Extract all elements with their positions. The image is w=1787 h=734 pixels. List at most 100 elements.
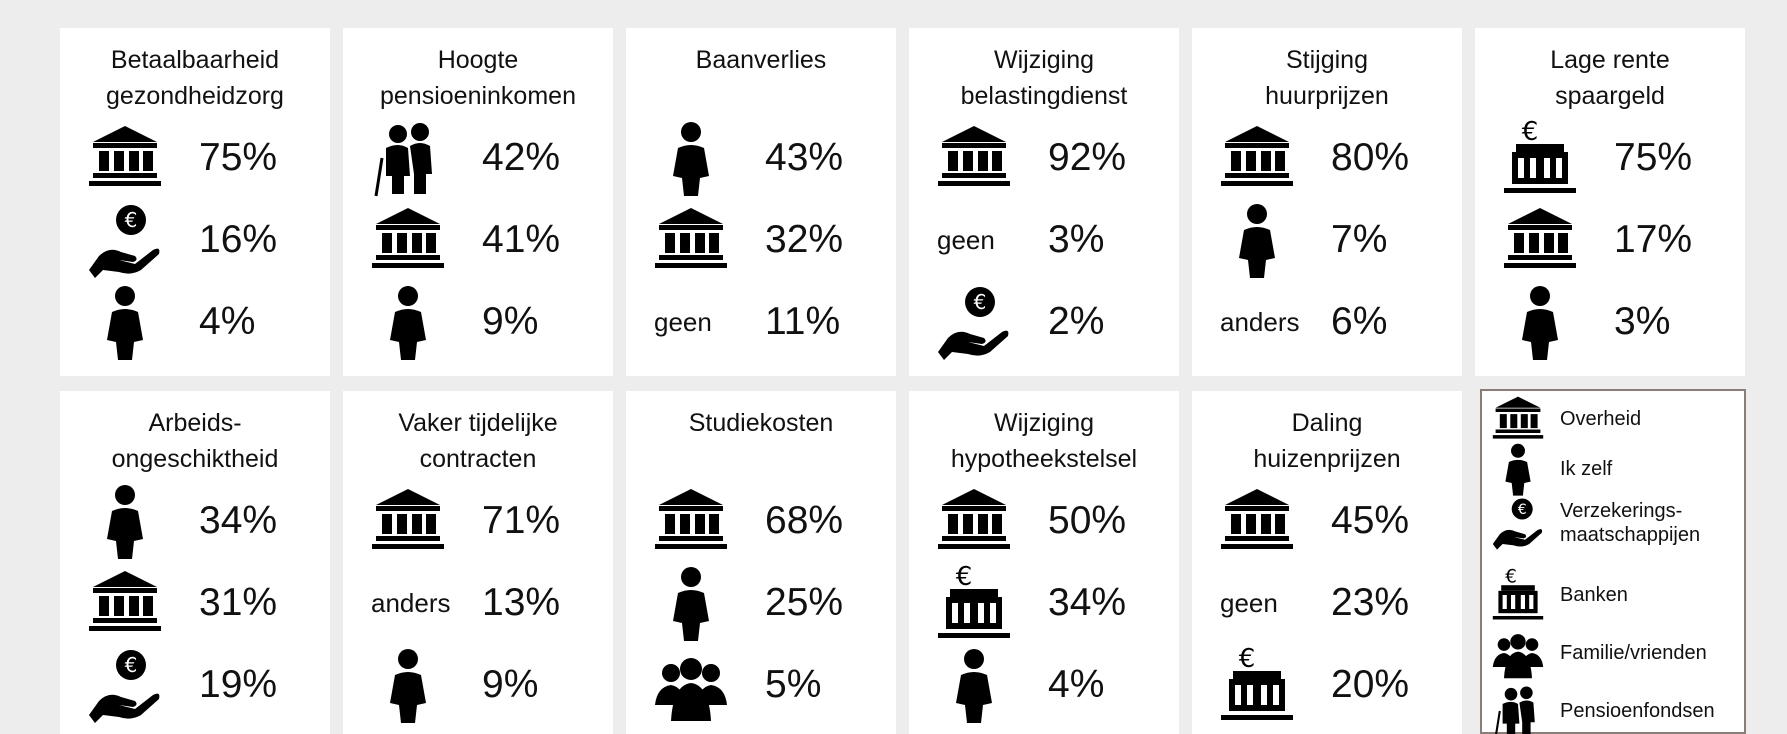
icon — [85, 118, 165, 198]
row-value: 17% — [1614, 218, 1693, 261]
row-value: 34% — [1048, 581, 1127, 624]
row-value: 3% — [1048, 218, 1105, 261]
row-value: 9% — [482, 663, 539, 706]
title-line: Studiekosten — [688, 409, 834, 437]
tile: Baanverlies 43% 32% geen 11% — [626, 28, 896, 376]
tile-title: Stijging huurprijzen — [1192, 42, 1462, 114]
tile-title: Arbeids-ongeschiktheid — [60, 405, 330, 477]
tile-row: geen 3% — [909, 200, 1179, 280]
tile: Wijziging hypotheekstelsel 50% 34% 4% — [909, 391, 1179, 734]
row-label: geen — [654, 307, 712, 337]
legend-label: Ik zelf — [1560, 441, 1612, 497]
icon-shape — [1493, 634, 1543, 678]
row-value: 23% — [1331, 581, 1410, 624]
icon-shape — [89, 205, 159, 278]
icon — [934, 282, 1014, 362]
row-label: geen — [937, 225, 995, 255]
legend-label: Pensioenfondsen — [1560, 683, 1715, 734]
legend-item: Verzekerings-maatschappijen — [1482, 495, 1744, 551]
legend-label-line: Verzekerings- — [1560, 500, 1683, 522]
tile: Daling huizenprijzen 45% geen 23% 20% — [1192, 391, 1462, 734]
tile-row: 34% — [909, 563, 1179, 643]
icon-shape — [1493, 397, 1543, 439]
legend-label-line: Ik zelf — [1560, 458, 1613, 480]
tile-row: anders 6% — [1192, 282, 1462, 362]
legend-label-line: Familie/vrienden — [1560, 642, 1707, 664]
icon — [85, 481, 165, 561]
tile-row: 17% — [1475, 200, 1745, 280]
title-line: huizenprijzen — [1253, 445, 1401, 473]
title-line: spaargeld — [1555, 82, 1665, 110]
icon-shape — [655, 658, 727, 721]
tile: Studiekosten 68% 25% 5% — [626, 391, 896, 734]
tile: Stijging huurprijzen 80% 7% anders 6% — [1192, 28, 1462, 376]
icon-shape — [938, 563, 1010, 638]
tile-title: Betaalbaarheid gezondheidzorg — [60, 42, 330, 114]
icon — [1217, 481, 1297, 561]
row-label: anders — [1220, 307, 1300, 337]
tile: Lage rente spaargeld 75% 17% 3% — [1475, 28, 1745, 376]
icon — [368, 645, 448, 725]
row-value: 68% — [765, 499, 844, 542]
icon — [651, 645, 731, 725]
row-value: 4% — [199, 300, 256, 343]
icon-shape — [673, 567, 709, 641]
icon-shape — [1221, 645, 1293, 720]
tile: Betaalbaarheid gezondheidzorg 75% 16% 4% — [60, 28, 330, 376]
icon-shape — [89, 650, 159, 723]
tile-row: 92% — [909, 118, 1179, 198]
row-value: 50% — [1048, 499, 1127, 542]
legend-label-line: Pensioenfondsen — [1560, 700, 1715, 722]
icon-shape — [390, 649, 426, 723]
tile-row: 19% — [60, 645, 330, 725]
icon — [1490, 391, 1546, 447]
tile-title: Wijziging hypotheekstelsel — [909, 405, 1179, 477]
row-value: 2% — [1048, 300, 1105, 343]
row-value: 32% — [765, 218, 844, 261]
row-value: 13% — [482, 581, 561, 624]
tile-title: Studiekosten — [626, 405, 896, 441]
icon-shape — [673, 122, 709, 196]
icon — [651, 118, 731, 198]
icon — [85, 563, 165, 643]
icon-shape — [938, 287, 1008, 360]
icon-shape — [655, 208, 727, 268]
legend: Overheid Ik zelf Verzekerings-maatschappij… — [1480, 389, 1746, 734]
title-line: pensioeninkomen — [380, 82, 576, 110]
tile-row: 71% — [343, 481, 613, 561]
row-value: 34% — [199, 499, 278, 542]
icon — [85, 200, 165, 280]
tile-row: 4% — [60, 282, 330, 362]
icon-shape — [1496, 687, 1535, 734]
title-line: Wijziging — [993, 409, 1095, 437]
row-value: 7% — [1331, 218, 1388, 261]
row-value: 16% — [199, 218, 278, 261]
tile-row: 42% — [343, 118, 613, 198]
title-line: ongeschiktheid — [111, 445, 279, 473]
legend-label: Overheid — [1560, 391, 1641, 447]
tile: Wijziging belastingdienst 92% geen 3% 2% — [909, 28, 1179, 376]
icon — [1217, 645, 1297, 725]
legend-item: Ik zelf — [1482, 441, 1744, 497]
row-value: 43% — [765, 136, 844, 179]
icon-shape — [107, 286, 143, 360]
tile-row: 7% — [1192, 200, 1462, 280]
icon — [85, 645, 165, 725]
tile-title: Wijziging belastingdienst — [909, 42, 1179, 114]
icon — [1490, 683, 1546, 734]
tile-row: 2% — [909, 282, 1179, 362]
legend-item: Familie/vrienden — [1482, 625, 1744, 681]
icon — [934, 563, 1014, 643]
row-value: 4% — [1048, 663, 1105, 706]
icon-shape — [1505, 444, 1530, 496]
tile-row: 41% — [343, 200, 613, 280]
icon — [1490, 567, 1546, 623]
tile-row: geen 11% — [626, 282, 896, 362]
tile-row: 20% — [1192, 645, 1462, 725]
icon-shape — [655, 489, 727, 549]
legend-label: Verzekerings-maatschappijen — [1560, 495, 1700, 551]
icon — [1217, 118, 1297, 198]
tile: Hoogte pensioeninkomen 42% 41% 9% — [343, 28, 613, 376]
title-line: belastingdienst — [960, 82, 1128, 110]
